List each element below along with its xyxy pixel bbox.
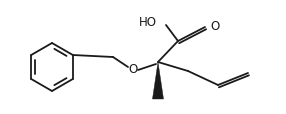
Text: O: O [210,20,219,33]
Text: O: O [128,63,138,76]
Polygon shape [152,62,164,99]
Text: HO: HO [139,15,157,28]
